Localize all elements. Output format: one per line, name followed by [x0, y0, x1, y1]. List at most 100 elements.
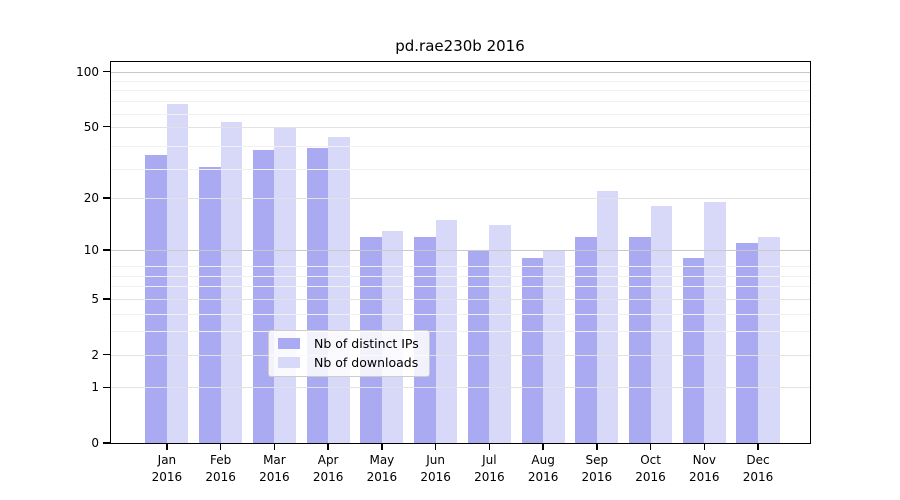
minor-gridline: [111, 286, 810, 288]
y-tick-label: 10: [83, 243, 99, 258]
x-tick-label: Feb 2016: [191, 452, 251, 485]
minor-gridline: [111, 81, 810, 83]
x-tick-year: 2016: [689, 469, 720, 484]
major-gridline: [111, 354, 810, 356]
y-tick-label: 0: [91, 436, 99, 450]
bar-distinct-ips: [467, 250, 490, 443]
x-tick: [273, 444, 276, 450]
x-tick-month: Apr: [317, 453, 339, 467]
x-tick: [219, 444, 222, 450]
y-tick: [103, 298, 110, 300]
x-tick: [488, 444, 491, 450]
x-tick-label: Mar 2016: [244, 452, 304, 485]
legend: Nb of distinct IPs Nb of downloads: [268, 330, 430, 377]
x-tick-month: Feb: [210, 453, 232, 467]
y-tick-label: 5: [91, 291, 99, 306]
bar-downloads: [489, 225, 511, 443]
y-tick-label: 2: [91, 347, 99, 362]
x-tick-month: Jul: [482, 453, 497, 467]
major-gridline: [111, 126, 810, 128]
x-tick-label: Jun 2016: [406, 452, 466, 485]
minor-gridline: [111, 101, 810, 103]
x-tick-month: Nov: [692, 453, 716, 467]
x-tick-month: May: [369, 453, 395, 467]
x-tick-year: 2016: [742, 469, 774, 484]
bar-distinct-ips: [682, 257, 705, 443]
y-tick: [103, 71, 110, 73]
minor-gridline: [111, 266, 810, 268]
bar-distinct-ips: [252, 150, 275, 443]
x-tick-month: Sep: [585, 453, 609, 467]
minor-gridline: [111, 146, 810, 148]
x-tick-month: Jun: [426, 453, 445, 467]
bar-downloads: [274, 126, 296, 443]
bar-distinct-ips: [521, 257, 544, 443]
legend-row: Nb of downloads: [278, 355, 419, 370]
x-tick-year: 2016: [420, 469, 451, 484]
x-tick-label: May 2016: [352, 452, 412, 485]
legend-row: Nb of distinct IPs: [278, 336, 419, 351]
x-tick: [327, 444, 329, 450]
y-tick: [103, 249, 110, 251]
x-tick: [649, 444, 652, 450]
x-tick-year: 2016: [366, 469, 398, 484]
x-tick-year: 2016: [259, 469, 290, 484]
x-tick-month: Mar: [263, 453, 286, 467]
legend-swatch-icon: [278, 338, 300, 349]
x-tick-year: 2016: [205, 469, 236, 484]
bar-downloads: [596, 190, 619, 443]
minor-gridline: [111, 275, 810, 277]
bar-downloads: [543, 250, 565, 443]
x-tick: [434, 444, 437, 450]
major-gridline: [111, 71, 810, 73]
x-tick: [166, 444, 168, 450]
bar-downloads: [704, 202, 726, 443]
x-tick-year: 2016: [151, 469, 183, 484]
legend-label: Nb of downloads: [314, 355, 419, 370]
major-gridline: [111, 387, 810, 389]
legend-label: Nb of distinct IPs: [314, 336, 419, 351]
y-tick: [103, 197, 110, 199]
plot-area: 0 1 2 5 10 20 50 100 Jan 2016 Feb 2016 Mar 2016 Apr 201…: [76, 61, 811, 484]
minor-gridline: [111, 331, 810, 333]
x-tick-month: Jan: [157, 453, 177, 467]
bar-downloads: [650, 206, 673, 443]
bar-distinct-ips: [575, 236, 597, 443]
y-tick-label: 1: [91, 380, 99, 395]
y-tick: [103, 386, 110, 388]
bar-distinct-ips: [199, 166, 221, 443]
x-tick: [757, 444, 759, 450]
x-tick: [596, 444, 598, 450]
bar-downloads: [328, 136, 350, 443]
x-tick-month: Aug: [531, 453, 555, 467]
x-tick-label: Jan 2016: [137, 452, 197, 485]
y-tick-label: 50: [83, 119, 99, 134]
chart-title: pd.rae230b 2016: [395, 37, 525, 55]
bar-distinct-ips: [629, 236, 651, 443]
major-gridline: [111, 298, 810, 300]
x-tick: [381, 444, 383, 450]
x-tick: [703, 444, 705, 450]
x-tick-label: Dec 2016: [728, 452, 788, 485]
minor-gridline: [111, 313, 810, 315]
x-tick: [542, 444, 544, 450]
minor-gridline: [111, 113, 810, 115]
x-tick-year: 2016: [312, 469, 344, 484]
x-tick-year: 2016: [581, 469, 613, 484]
x-tick-month: Dec: [746, 453, 770, 467]
y-tick: [103, 353, 110, 356]
minor-gridline: [111, 169, 810, 171]
x-tick-label: Nov 2016: [674, 452, 734, 485]
y-tick-label: 100: [76, 64, 99, 79]
y-tick: [103, 126, 110, 128]
x-tick-label: Jul 2016: [459, 452, 519, 485]
x-tick-year: 2016: [474, 469, 505, 484]
x-tick-label: Sep 2016: [567, 452, 627, 485]
x-tick-label: Apr 2016: [298, 452, 358, 485]
legend-swatch-icon: [278, 357, 300, 368]
bar-distinct-ips: [736, 243, 759, 443]
bar-downloads: [220, 122, 243, 443]
y-tick-label: 20: [83, 191, 99, 206]
bar-downloads: [166, 103, 189, 443]
